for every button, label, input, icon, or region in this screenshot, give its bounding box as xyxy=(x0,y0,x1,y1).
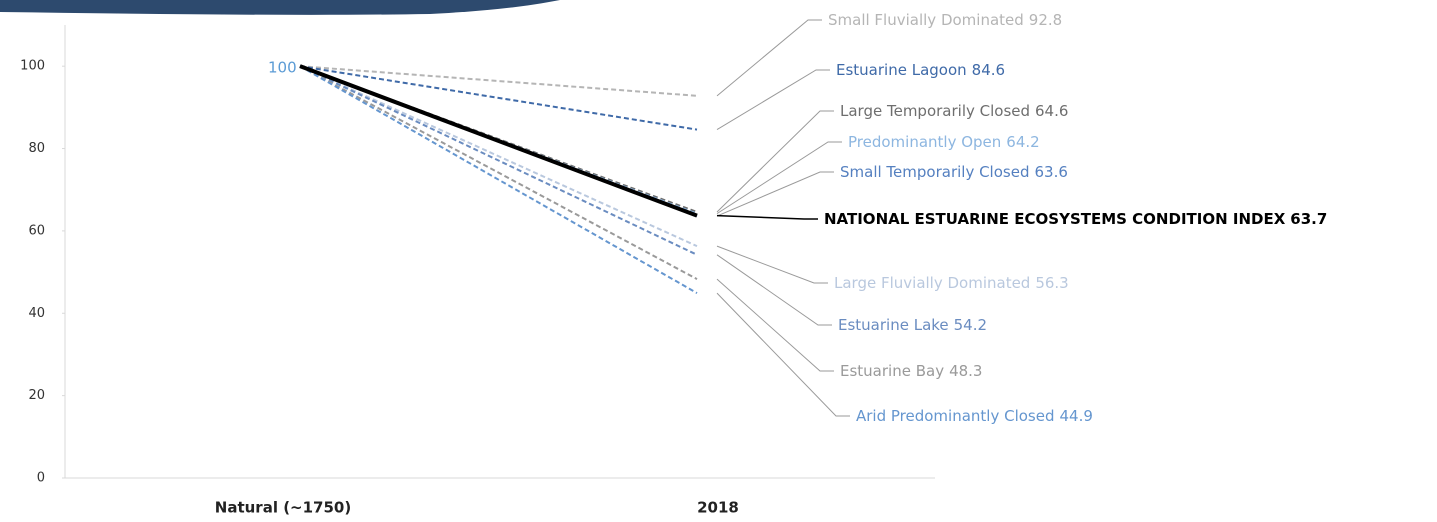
series-label: Arid Predominantly Closed 44.9 xyxy=(856,407,1093,425)
series-name: Small Temporarily Closed xyxy=(840,163,1029,181)
series-label: NATIONAL ESTUARINE ECOSYSTEMS CONDITION … xyxy=(824,210,1327,228)
leader-line xyxy=(716,110,834,213)
y-tick-label: 100 xyxy=(20,59,45,74)
series-name: Arid Predominantly Closed xyxy=(856,407,1055,425)
header-photo xyxy=(0,0,560,15)
leader-line xyxy=(716,278,834,372)
series-value: 54.2 xyxy=(954,316,987,334)
series-label: Predominantly Open 64.2 xyxy=(848,133,1040,151)
series-label: Small Temporarily Closed 63.6 xyxy=(840,163,1068,181)
series-name: Estuarine Bay xyxy=(840,362,944,380)
series-label: Estuarine Lake 54.2 xyxy=(838,316,987,334)
slope-line xyxy=(299,65,698,294)
y-tick-label: 20 xyxy=(28,388,45,403)
y-tick-label: 60 xyxy=(28,223,45,238)
series-name: NATIONAL ESTUARINE ECOSYSTEMS CONDITION … xyxy=(824,210,1286,228)
series-value: 64.6 xyxy=(1035,102,1068,120)
slope-line xyxy=(299,65,698,131)
y-tick-label: 80 xyxy=(28,141,45,156)
leader-line xyxy=(716,214,818,220)
leader-line xyxy=(716,292,850,417)
series-name: Large Fluvially Dominated xyxy=(834,274,1030,292)
series-label: Estuarine Lagoon 84.6 xyxy=(836,61,1005,79)
leader-line xyxy=(716,245,828,284)
series-name: Small Fluvially Dominated xyxy=(828,11,1024,29)
series-name: Predominantly Open xyxy=(848,133,1001,151)
series-value: 63.6 xyxy=(1034,163,1067,181)
series-value: 92.8 xyxy=(1029,11,1062,29)
y-tick-label: 0 xyxy=(37,471,45,486)
series-value: 48.3 xyxy=(949,362,982,380)
slope-line xyxy=(299,65,698,280)
leader-line xyxy=(716,141,842,215)
series-label: Large Temporarily Closed 64.6 xyxy=(840,102,1068,120)
leader-line xyxy=(716,254,832,326)
x-tick-label: Natural (~1750) xyxy=(215,499,351,517)
series-label: Estuarine Bay 48.3 xyxy=(840,362,982,380)
leader-line xyxy=(716,69,830,131)
series-value: 63.7 xyxy=(1290,210,1327,228)
start-label: 100 xyxy=(268,59,297,77)
slope-line xyxy=(299,65,698,248)
slope-line xyxy=(299,65,698,97)
series-name: Large Temporarily Closed xyxy=(840,102,1030,120)
leader-line xyxy=(716,171,834,217)
slope-line xyxy=(299,65,698,256)
series-label: Small Fluvially Dominated 92.8 xyxy=(828,11,1062,29)
x-tick-label: 2018 xyxy=(697,499,739,517)
series-name: Estuarine Lake xyxy=(838,316,949,334)
leader-line xyxy=(716,19,822,97)
series-label: Large Fluvially Dominated 56.3 xyxy=(834,274,1069,292)
series-value: 64.2 xyxy=(1006,133,1039,151)
y-tick-label: 40 xyxy=(28,306,45,321)
series-value: 84.6 xyxy=(972,61,1005,79)
series-value: 56.3 xyxy=(1035,274,1068,292)
national-line xyxy=(299,64,698,218)
series-name: Estuarine Lagoon xyxy=(836,61,967,79)
series-value: 44.9 xyxy=(1060,407,1093,425)
